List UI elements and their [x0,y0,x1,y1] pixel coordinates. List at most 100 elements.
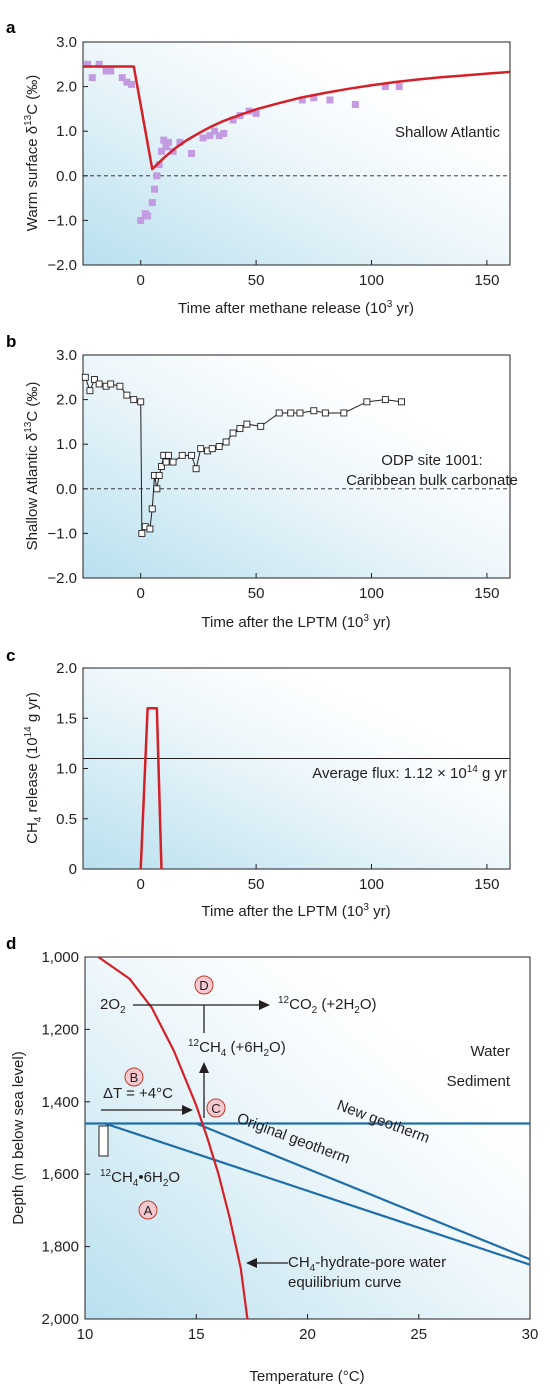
panel-d-ytick-label: 1,600 [41,1166,79,1183]
panel-a-data-point [229,116,237,124]
panel-b-data-point [243,420,251,428]
panel-a-data-point [176,138,184,146]
panel-b-data-point [146,525,154,533]
panel-b-data-point [162,458,170,466]
panel-b-data-point [229,429,237,437]
marker-B: B [124,1067,144,1087]
panel-a-xtick-label: 150 [474,272,499,289]
label-water: Water [471,1043,510,1060]
panel-d-marks [85,956,531,1320]
marker-C-label: C [211,1101,220,1116]
panel-b-data-point [287,409,295,417]
panel-b-xtick-label: 150 [474,585,499,602]
panel-c-release-line [139,706,163,870]
panel-c-annotation: Average flux: 1.12 × 1014 g yr [312,764,507,782]
panel-a-data-point [215,132,223,140]
panel-d-xlabel: Temperature (°C) [249,1368,364,1385]
panel-b-xtick-label: 100 [359,585,384,602]
panel-a-data-point [137,216,145,224]
panel-b-data-point [107,380,115,388]
label-equilibrium-line2: equilibrium curve [288,1274,401,1291]
panel-a-chart: 0 50 100 150 3.0 2.0 1.0 0.0 −1.0 −2.0 Shallow At… [23,34,511,317]
panel-c-xlabel: Time after the LPTM (103 yr) [201,902,390,920]
panel-d-xtick-label: 25 [410,1326,427,1343]
panel-letter-c: c [6,646,15,665]
panel-a-data-point [160,136,168,144]
panel-letter-d: d [6,934,16,953]
panel-b-data-point [81,373,89,381]
arrow-equilibrium-head [246,1258,257,1268]
panel-a-data-point [162,143,170,151]
marker-A-label: A [144,1203,153,1218]
marker-C: C [206,1098,226,1118]
panel-b-data-point [169,458,177,466]
label-delta-t: ΔT = +4°C [103,1085,173,1102]
label-equilibrium-line1: CH4-hydrate-pore water [288,1254,446,1274]
panel-d-new-geotherm [195,1122,531,1261]
panel-d-equilibrium-curve [97,956,249,1320]
panel-a-xtick-label: 50 [248,272,265,289]
marker-D: D [194,975,214,995]
panel-b-ytick-label: 2.0 [56,392,77,409]
panel-d-chart: 10 15 20 25 30 1,000 1,200 1,400 1,600 1,800 2,000… [10,949,538,1385]
panel-a-data-point [144,212,152,220]
panel-a-ytick-label: −1.0 [47,212,77,229]
panel-a-data-point [107,67,115,75]
panel-c-ticks: 0 50 100 150 2.0 1.5 1.0 0.5 0 [56,660,499,893]
panel-letter-b: b [6,332,16,351]
panel-b-ylabel: Shallow Atlantic δ13C (‰) [23,382,41,551]
panel-a-data-point [351,100,359,108]
panel-a-ytick-label: 2.0 [56,79,77,96]
panel-b-data-point [188,451,195,459]
panel-d-arrows [101,1000,288,1268]
panel-a-data-point [395,83,403,91]
panel-b-ticks: 0 50 100 150 3.0 2.0 1.0 0.0 −1.0 −2.0 [47,347,499,602]
panel-a-data-point [164,138,172,146]
panel-b-ytick-label: 0.0 [56,481,77,498]
panel-a-ticks: 0 50 100 150 3.0 2.0 1.0 0.0 −1.0 −2.0 [47,34,499,289]
label-sediment: Sediment [447,1073,511,1090]
panel-b-ytick-label: 3.0 [56,347,77,364]
panel-b-data-point [363,398,371,406]
panel-c-xtick-label: 100 [359,876,384,893]
panel-b-plot-area [82,354,511,579]
panel-b-xtick-label: 50 [248,585,265,602]
panel-d-ytick-label: 2,000 [41,1311,79,1328]
panel-b-annotation-line1: ODP site 1001: [381,452,482,469]
panel-b-data-point [222,438,230,446]
panel-a-ylabel: Warm surface δ13C (‰) [23,75,41,231]
panel-b-xtick-label: 0 [137,585,145,602]
panel-c-ytick-label: 0.5 [56,811,77,828]
panel-a-data-point [151,185,159,193]
label-co2: 12CO2 (+2H2O) [278,995,377,1016]
panel-d-ytick-label: 1,200 [41,1021,79,1038]
panel-b-data-point [178,451,186,459]
panel-b-data-point [321,409,329,417]
panel-d-ticks: 10 15 20 25 30 1,000 1,200 1,400 1,600 1,800 2,000 [41,949,538,1343]
panel-a-data-point [199,134,207,142]
panel-a-model-line [83,65,511,171]
panel-c-xtick-label: 50 [248,876,265,893]
panel-a-data-point [155,161,163,169]
panel-d-original-geotherm [104,1122,531,1266]
panel-a-data-point [381,83,389,91]
panel-b-data-point [208,445,216,453]
panel-c-ylabel: CH4 release (1014 g yr) [23,692,44,844]
arrow-oxidation-head [259,1000,270,1010]
panel-b-data-point [164,451,172,459]
panel-b-ytick-label: 1.0 [56,436,77,453]
panel-a-data-point [310,94,318,102]
label-hydrate: 12CH4•6H2O [100,1168,180,1189]
panel-a-data-point [102,67,110,75]
panel-b-xlabel: Time after the LPTM (103 yr) [201,613,390,631]
panel-b-data-point [130,396,138,404]
arrow-ch4-rise-head [199,1062,209,1073]
panel-a-ytick-label: 3.0 [56,34,77,51]
panel-b-data-point [275,409,283,417]
panel-a-data-point [123,78,131,86]
panel-a-data-point [157,147,165,155]
panel-c-xtick-label: 150 [474,876,499,893]
panel-a-ytick-label: 1.0 [56,123,77,140]
panel-a-xlabel: Time after methane release (103 yr) [178,299,414,317]
panel-b-data-point [116,382,124,390]
